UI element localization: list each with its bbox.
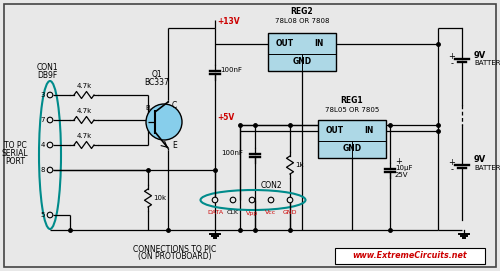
Text: Vpp: Vpp [246, 211, 258, 215]
Text: +5V: +5V [218, 112, 235, 121]
Text: Vcc: Vcc [266, 211, 276, 215]
Text: B: B [145, 105, 150, 111]
Text: OUT: OUT [276, 39, 294, 48]
Text: CON2: CON2 [260, 181, 282, 190]
Text: www.ExtremeCircuits.net: www.ExtremeCircuits.net [352, 251, 468, 260]
Text: CONNECTIONS TO PIC: CONNECTIONS TO PIC [134, 244, 216, 253]
Text: CLK: CLK [227, 211, 239, 215]
Text: BC337: BC337 [144, 78, 170, 87]
Circle shape [47, 117, 53, 123]
Text: OUT: OUT [326, 126, 344, 135]
Text: PORT: PORT [5, 157, 25, 166]
Text: 9V: 9V [474, 50, 486, 60]
Circle shape [47, 212, 53, 218]
Text: +: + [448, 52, 456, 61]
Text: +13V: +13V [217, 18, 240, 27]
Circle shape [47, 142, 53, 148]
Text: 8: 8 [40, 167, 45, 173]
Text: 9V: 9V [474, 156, 486, 164]
Text: 1k: 1k [295, 162, 304, 168]
Text: BATTERY: BATTERY [474, 60, 500, 66]
Text: 78L05 OR 7805: 78L05 OR 7805 [325, 107, 379, 113]
Text: DATA: DATA [207, 211, 223, 215]
Text: 3: 3 [40, 92, 45, 98]
Text: 25V: 25V [395, 172, 408, 178]
Text: -: - [450, 165, 454, 174]
Text: E: E [172, 140, 177, 150]
Circle shape [287, 197, 293, 203]
Text: 4.7k: 4.7k [76, 108, 92, 114]
Text: 7: 7 [40, 117, 45, 123]
Text: BATTERY: BATTERY [474, 165, 500, 171]
Circle shape [212, 197, 218, 203]
Text: +: + [448, 158, 456, 167]
Text: 100nF: 100nF [220, 67, 242, 73]
Text: C: C [172, 101, 177, 109]
Text: GND: GND [342, 144, 361, 153]
Text: GND: GND [283, 211, 297, 215]
Text: REG1: REG1 [340, 96, 363, 105]
Text: SERIAL: SERIAL [2, 149, 28, 158]
Text: 5: 5 [40, 212, 45, 218]
Text: Q1: Q1 [152, 70, 162, 79]
Text: (ON PROTOBOARD): (ON PROTOBOARD) [138, 253, 212, 262]
Circle shape [230, 197, 236, 203]
Text: TO PC: TO PC [4, 141, 26, 150]
Text: DB9F: DB9F [37, 71, 57, 80]
Bar [335, 248, 485, 264]
Text: -: - [450, 59, 454, 68]
Circle shape [249, 197, 255, 203]
Text: 4.7k: 4.7k [76, 133, 92, 139]
Text: REG2: REG2 [290, 7, 314, 16]
Circle shape [47, 92, 53, 98]
Text: IN: IN [314, 39, 324, 48]
Text: CON1: CON1 [36, 63, 58, 72]
Text: 4: 4 [40, 142, 45, 148]
Text: +: + [395, 156, 402, 166]
Circle shape [47, 167, 53, 173]
Text: 4.7k: 4.7k [76, 83, 92, 89]
Text: GND: GND [292, 57, 312, 66]
Circle shape [146, 104, 182, 140]
Text: 10μF: 10μF [395, 165, 412, 171]
Text: 10k: 10k [153, 195, 166, 201]
Text: 100nF: 100nF [221, 150, 243, 156]
Bar [318, 120, 386, 158]
Text: IN: IN [364, 126, 374, 135]
Text: 78L08 OR 7808: 78L08 OR 7808 [275, 18, 329, 24]
Circle shape [268, 197, 274, 203]
Bar [268, 33, 336, 71]
